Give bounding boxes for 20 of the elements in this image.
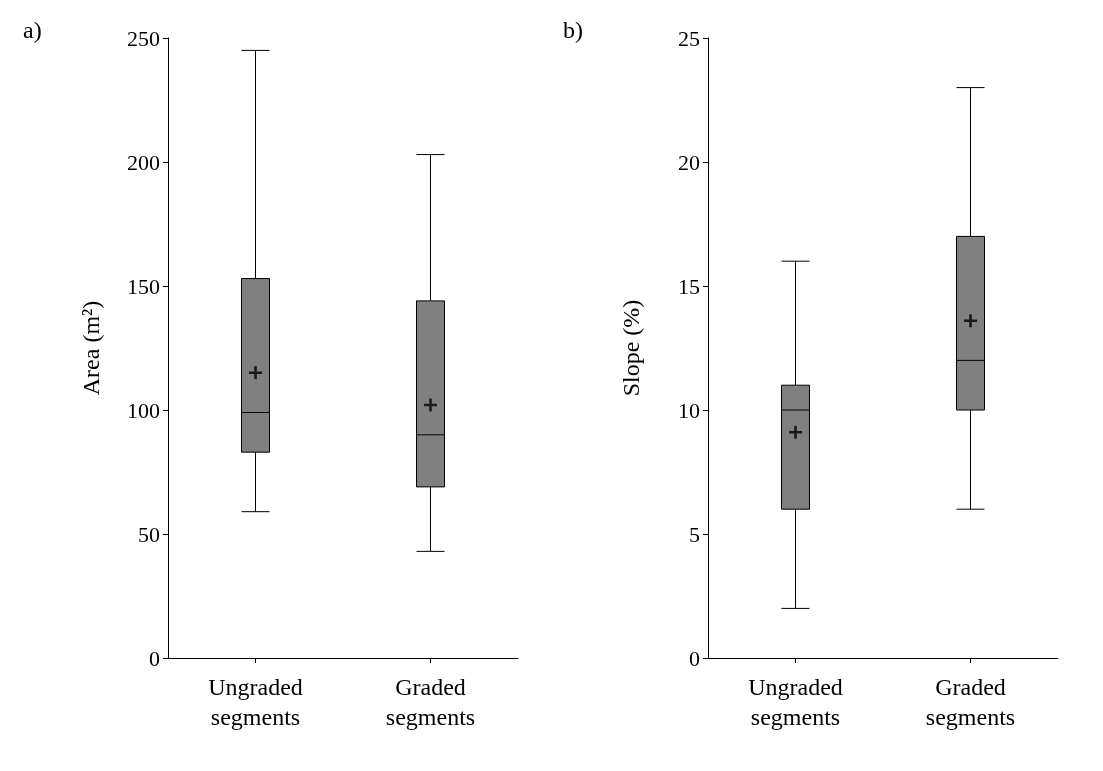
y-tick-label: 200 xyxy=(127,149,160,175)
x-tick-label: Ungraded segments xyxy=(208,674,303,730)
x-tick-label: Ungraded segments xyxy=(748,674,843,730)
y-tick-label: 150 xyxy=(127,273,160,299)
y-tick-label: 0 xyxy=(149,645,160,671)
y-tick-label: 250 xyxy=(127,25,160,51)
y-tick-label: 5 xyxy=(689,521,700,547)
y-tick-label: 15 xyxy=(678,273,700,299)
y-axis-title: Area (m²) xyxy=(78,300,104,396)
chart-title: a) xyxy=(23,17,42,43)
y-tick-label: 10 xyxy=(678,397,700,423)
y-tick-label: 0 xyxy=(689,645,700,671)
x-tick-label: Graded segments xyxy=(385,674,476,730)
x-tick-label: Graded segments xyxy=(925,674,1016,730)
y-tick-label: 50 xyxy=(138,521,160,547)
chart-title: b) xyxy=(563,17,583,43)
y-tick-label: 100 xyxy=(127,397,160,423)
y-tick-label: 20 xyxy=(678,149,700,175)
y-axis-title: Slope (%) xyxy=(618,299,644,397)
y-tick-label: 25 xyxy=(678,25,700,51)
